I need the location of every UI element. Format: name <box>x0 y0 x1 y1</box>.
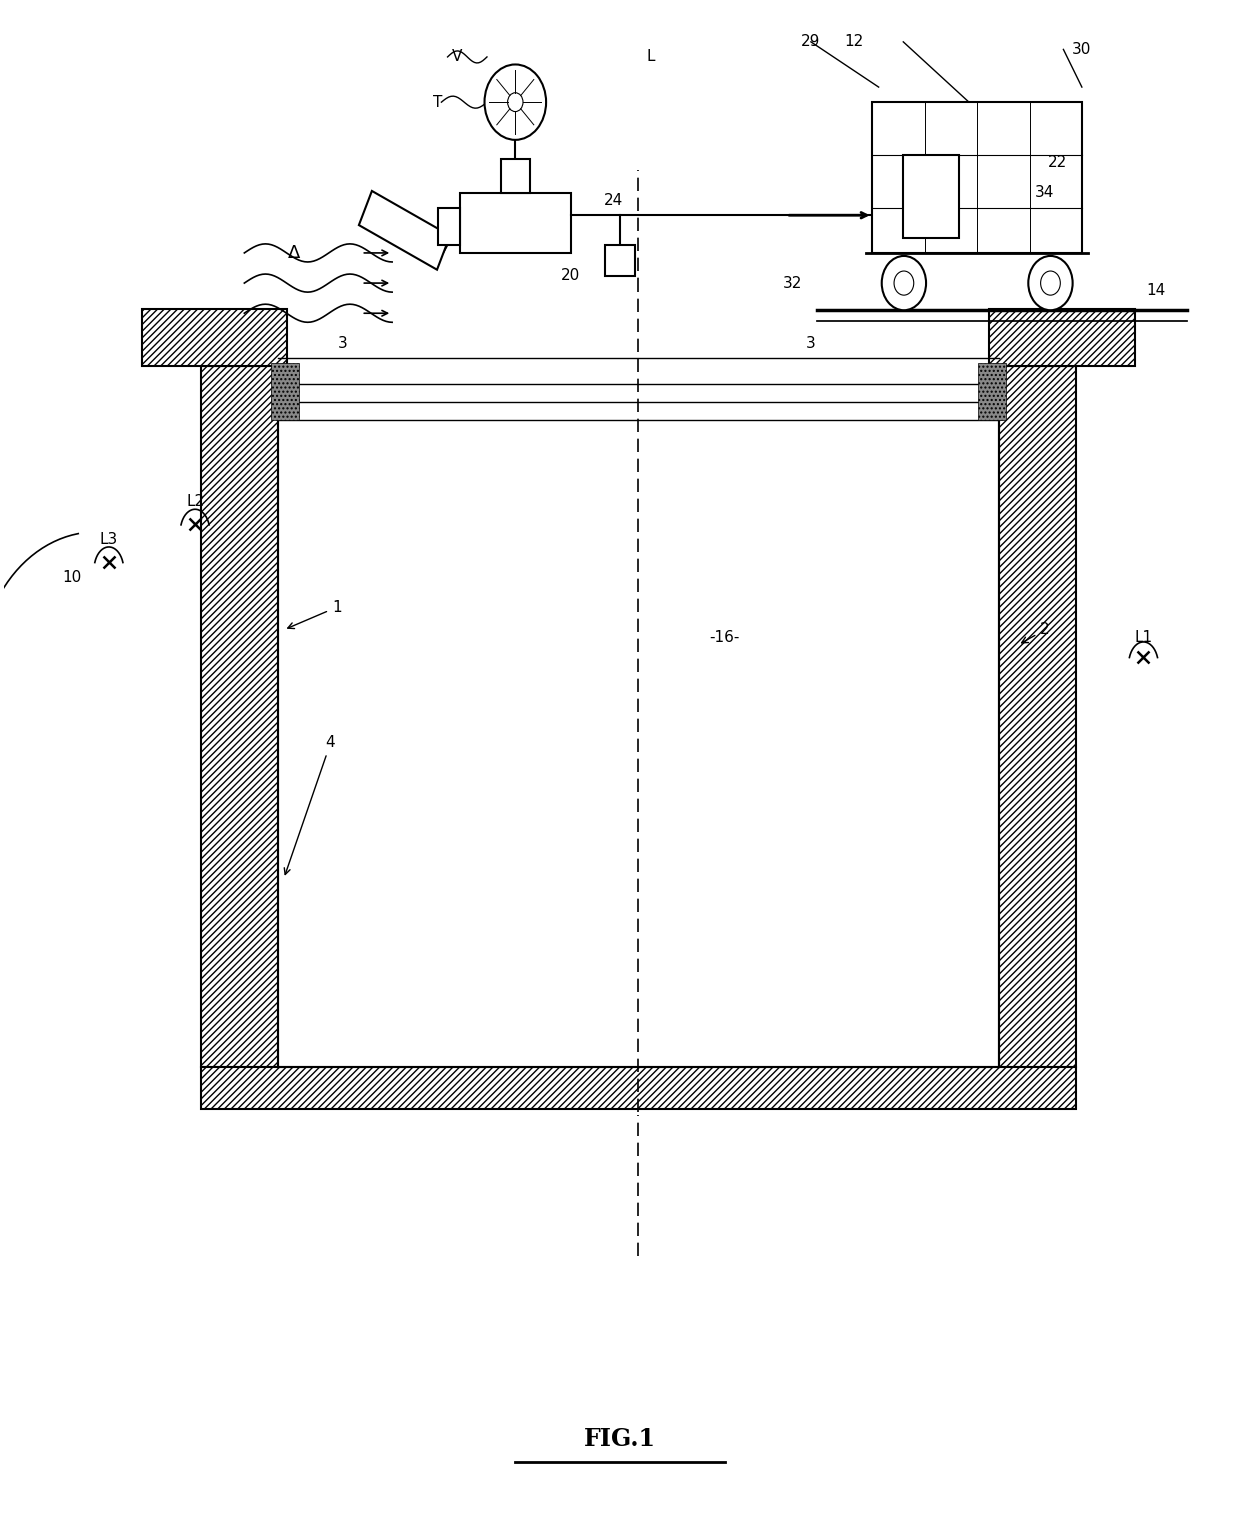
Bar <box>605 246 635 276</box>
Text: L1: L1 <box>1135 629 1152 644</box>
Circle shape <box>882 256 926 311</box>
Text: 3: 3 <box>339 337 347 350</box>
Bar <box>201 365 278 1067</box>
Text: L: L <box>646 50 655 65</box>
Text: 12: 12 <box>844 35 863 50</box>
Text: 2: 2 <box>1022 623 1050 643</box>
Text: FIG.1: FIG.1 <box>584 1428 656 1451</box>
Text: 3: 3 <box>806 337 816 350</box>
Text: 24: 24 <box>604 193 624 208</box>
Bar <box>873 102 1081 253</box>
Text: T: T <box>433 94 443 109</box>
Bar <box>438 208 460 246</box>
Bar <box>990 309 1135 365</box>
Bar <box>201 1067 1076 1110</box>
Text: L3: L3 <box>99 532 118 547</box>
Bar <box>999 365 1076 1067</box>
Circle shape <box>507 92 523 112</box>
Text: -16-: -16- <box>709 629 740 644</box>
Bar <box>501 159 529 193</box>
Text: 34: 34 <box>1035 185 1054 200</box>
Bar <box>201 1067 1076 1110</box>
Text: 10: 10 <box>62 570 82 585</box>
Text: 22: 22 <box>1048 155 1066 170</box>
Bar <box>999 365 1076 1067</box>
Text: 29: 29 <box>801 35 821 50</box>
Bar <box>978 362 1006 420</box>
Bar <box>990 309 1135 365</box>
Text: 30: 30 <box>1073 42 1091 58</box>
Bar <box>460 193 570 253</box>
Bar <box>903 155 959 238</box>
Text: Δ: Δ <box>288 244 300 262</box>
Bar <box>201 365 278 1067</box>
Text: 1: 1 <box>288 600 341 629</box>
Bar <box>272 362 299 420</box>
Text: 20: 20 <box>562 268 580 283</box>
Text: L2: L2 <box>186 494 205 509</box>
Circle shape <box>894 271 914 296</box>
Circle shape <box>485 65 546 139</box>
Text: V: V <box>453 50 463 65</box>
Circle shape <box>1028 256 1073 311</box>
Circle shape <box>1040 271 1060 296</box>
Bar <box>143 309 288 365</box>
Text: 32: 32 <box>782 276 802 291</box>
Bar <box>143 309 288 365</box>
Text: 4: 4 <box>284 735 335 875</box>
Bar <box>358 191 450 270</box>
Text: 14: 14 <box>1146 283 1166 299</box>
Bar <box>278 365 999 1067</box>
